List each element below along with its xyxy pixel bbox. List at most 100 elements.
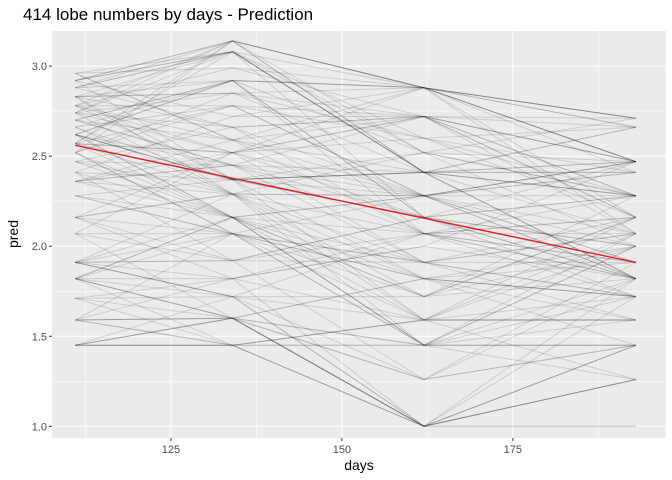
series-line bbox=[75, 278, 637, 427]
series-line bbox=[75, 171, 637, 280]
series-line bbox=[74, 51, 636, 145]
series-line bbox=[74, 152, 636, 380]
series-line bbox=[75, 117, 636, 181]
series-line bbox=[75, 261, 637, 427]
series-line bbox=[75, 261, 637, 427]
series-line bbox=[75, 261, 637, 381]
series-line bbox=[75, 92, 637, 235]
series-line bbox=[75, 143, 636, 321]
series-line bbox=[75, 317, 637, 427]
series-line bbox=[75, 195, 637, 298]
series-line bbox=[75, 40, 636, 173]
series-line bbox=[75, 115, 637, 218]
series-line bbox=[75, 105, 636, 197]
series-line bbox=[75, 278, 637, 427]
series-line bbox=[75, 278, 637, 380]
series-line bbox=[75, 319, 636, 346]
series-line bbox=[74, 143, 636, 346]
series-line bbox=[75, 115, 637, 197]
series-line bbox=[75, 80, 637, 163]
series-line bbox=[75, 278, 637, 427]
series-line bbox=[75, 92, 636, 197]
plot-panel bbox=[52, 31, 666, 438]
series-line bbox=[75, 152, 636, 298]
x-tick-label: 125 bbox=[162, 444, 180, 456]
series-line bbox=[75, 105, 636, 173]
series-line bbox=[75, 40, 637, 218]
series-line bbox=[75, 115, 637, 218]
series-line bbox=[75, 180, 636, 263]
series-line bbox=[74, 233, 636, 381]
series-line bbox=[75, 152, 637, 263]
series-line bbox=[75, 161, 637, 280]
series-line bbox=[75, 317, 636, 346]
series-line bbox=[74, 80, 637, 181]
series-line bbox=[75, 137, 637, 197]
series-line bbox=[75, 79, 636, 235]
series-line bbox=[75, 216, 637, 298]
series-line bbox=[74, 152, 636, 235]
y-tick-label: 1.5 bbox=[32, 331, 47, 343]
series-line bbox=[75, 115, 637, 163]
series-line bbox=[75, 72, 637, 163]
series-line bbox=[75, 344, 637, 427]
series-line bbox=[74, 40, 636, 119]
series-line bbox=[75, 115, 636, 163]
series-line bbox=[75, 51, 636, 197]
series-line bbox=[75, 216, 637, 321]
series-line bbox=[75, 152, 637, 280]
series-line bbox=[74, 233, 636, 321]
series-line bbox=[75, 164, 636, 182]
series-line bbox=[75, 180, 637, 280]
x-tick-label: 150 bbox=[333, 444, 351, 456]
series-line bbox=[74, 96, 636, 197]
grid-lines bbox=[52, 31, 666, 438]
series-line bbox=[75, 195, 636, 299]
series-line bbox=[75, 87, 637, 163]
series-line bbox=[75, 278, 636, 321]
series-line bbox=[75, 216, 636, 299]
y-tick-label: 2.5 bbox=[32, 151, 47, 163]
series-line bbox=[74, 105, 637, 346]
series-line bbox=[75, 105, 636, 197]
series-line bbox=[75, 260, 636, 263]
trend-line-group bbox=[75, 144, 637, 264]
y-tick-label: 3.0 bbox=[32, 61, 47, 73]
series-line bbox=[75, 319, 636, 346]
series-line bbox=[75, 344, 637, 427]
y-axis-ticks: 1.0 1.5 2.0 2.5 3.0 bbox=[32, 61, 52, 433]
series-line bbox=[74, 134, 636, 280]
series-line bbox=[75, 193, 636, 346]
series-line bbox=[75, 245, 637, 346]
series-line bbox=[75, 161, 637, 280]
series-line bbox=[74, 112, 636, 263]
series-line bbox=[75, 216, 637, 298]
series-line bbox=[75, 233, 637, 346]
y-tick-label: 2.0 bbox=[32, 241, 47, 253]
series-line bbox=[75, 261, 636, 321]
series-line bbox=[75, 40, 636, 173]
x-axis-title: days bbox=[344, 457, 374, 473]
series-line bbox=[75, 112, 636, 263]
series-line bbox=[75, 233, 636, 298]
series-line bbox=[75, 216, 636, 263]
series-line bbox=[75, 216, 637, 346]
series-line bbox=[75, 79, 636, 136]
y-axis-title: pred bbox=[5, 220, 21, 248]
series-line bbox=[74, 40, 636, 154]
series-line bbox=[75, 51, 637, 218]
series-line bbox=[75, 134, 637, 280]
series-line bbox=[75, 105, 637, 163]
series-line bbox=[75, 51, 636, 197]
series-line bbox=[75, 105, 637, 263]
series-line bbox=[75, 92, 637, 218]
series-line bbox=[75, 278, 636, 427]
series-line bbox=[75, 195, 636, 262]
series-line bbox=[75, 51, 636, 173]
series-line bbox=[75, 67, 636, 119]
series-line bbox=[75, 79, 636, 163]
x-tick-label: 175 bbox=[504, 444, 522, 456]
series-line bbox=[74, 96, 636, 197]
